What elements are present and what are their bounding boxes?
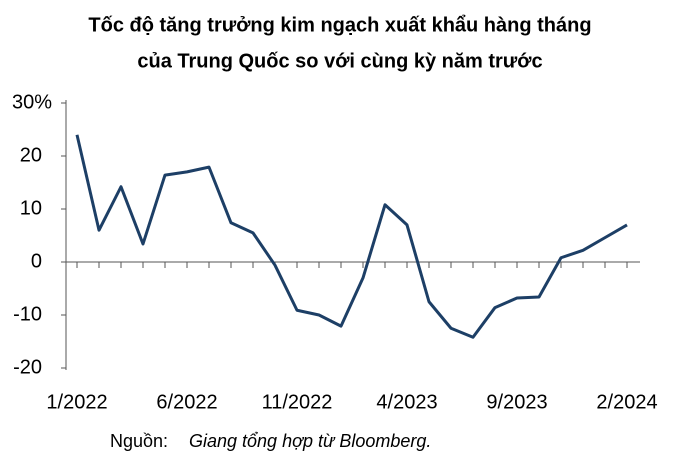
line	[75, 134, 628, 339]
source-label: Nguồn:	[110, 431, 168, 451]
y-tick-label: 30%	[12, 91, 52, 113]
chart-title: Tốc độ tăng trưởng kim ngạch xuất khẩu h…	[88, 14, 591, 36]
x-tick-label: 6/2022	[156, 391, 217, 413]
x-tick-label: 9/2023	[486, 391, 547, 413]
x-tick-label: 4/2023	[376, 391, 437, 413]
y-tick-label: -20	[13, 356, 42, 378]
chart-title: của Trung Quốc so với cùng kỳ năm trước	[137, 50, 542, 72]
y-tick-label: 20	[20, 144, 42, 166]
x-tick-label: 1/2022	[46, 391, 107, 413]
x-tick-label: 11/2022	[262, 391, 333, 413]
x-tick-label: 2/2024	[596, 391, 657, 413]
y-tick-label: 10	[20, 197, 42, 219]
y-tick-label: -10	[13, 303, 42, 325]
source: Giang tổng hợp từ Bloomberg.	[189, 431, 431, 451]
y-tick-label: 0	[31, 250, 42, 272]
